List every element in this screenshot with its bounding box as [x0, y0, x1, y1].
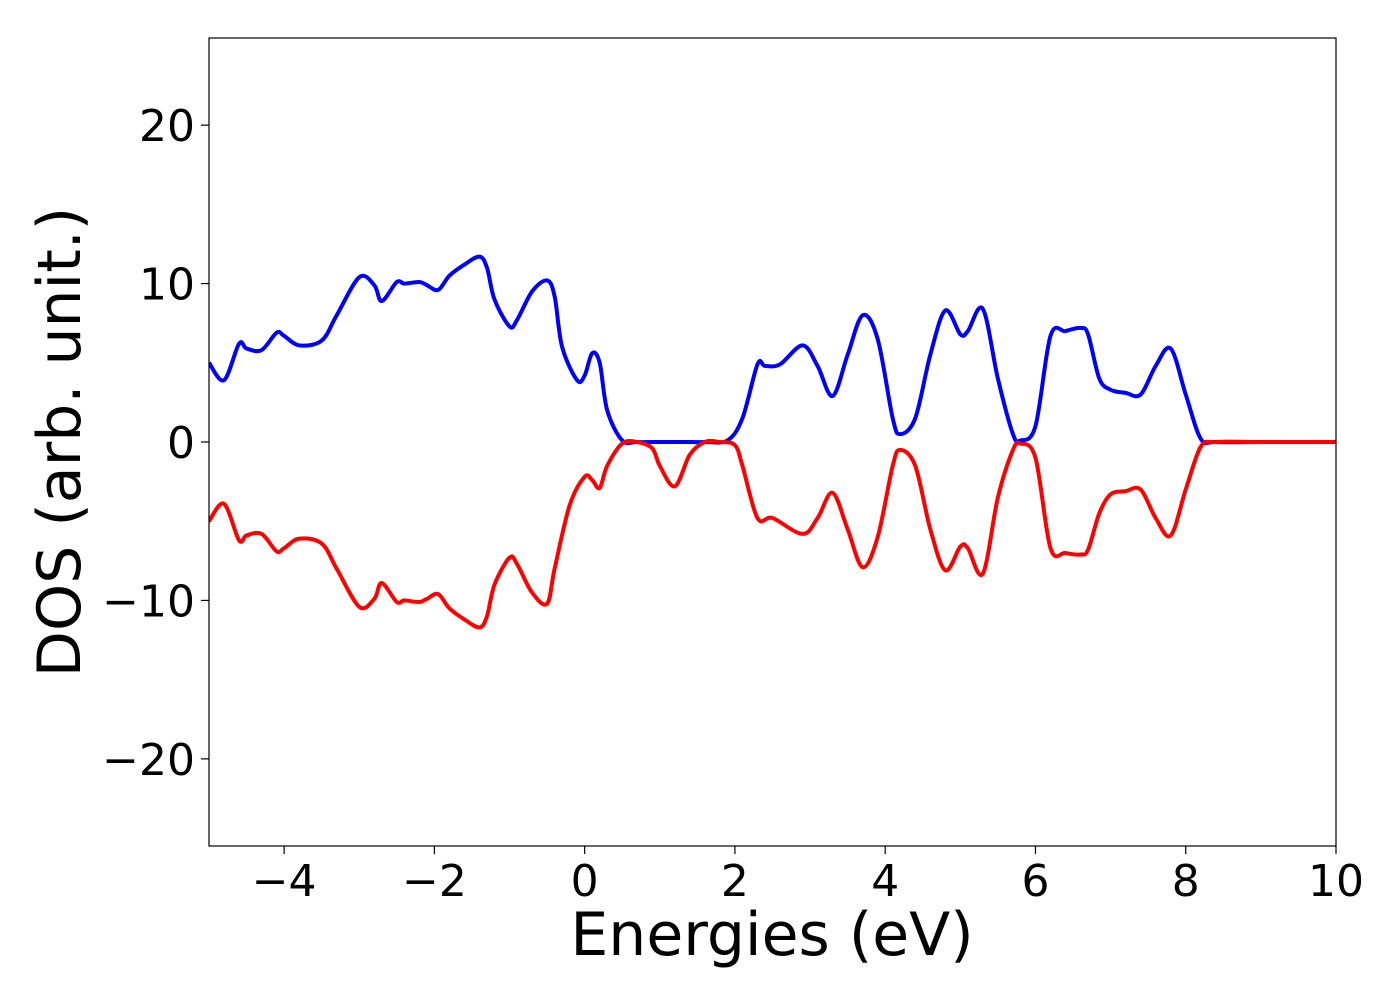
- x-tick-label: −2: [402, 856, 467, 907]
- y-tick-label: −20: [102, 735, 195, 786]
- y-tick-label: 20: [139, 101, 195, 152]
- x-tick-label: 6: [1021, 856, 1049, 907]
- x-tick-label: 4: [871, 856, 899, 907]
- x-tick-label: 0: [571, 856, 599, 907]
- y-tick-label: 10: [139, 260, 195, 311]
- x-tick-label: 8: [1172, 856, 1200, 907]
- x-axis: −4 −2 0 2 4 6 8 10: [252, 846, 1364, 907]
- x-tick-label: 2: [721, 856, 749, 907]
- x-axis-label: Energies (eV): [570, 900, 973, 970]
- y-tick-label: −10: [102, 576, 195, 627]
- x-tick-label: −4: [252, 856, 317, 907]
- x-tick-label: 10: [1308, 856, 1364, 907]
- series-line-2: [209, 438, 1336, 630]
- y-axis-label: DOS (arb. unit.): [25, 207, 95, 677]
- plot-area: [209, 254, 1336, 630]
- y-tick-label: 0: [167, 418, 195, 469]
- y-axis: −20 −10 0 10 20: [102, 101, 209, 786]
